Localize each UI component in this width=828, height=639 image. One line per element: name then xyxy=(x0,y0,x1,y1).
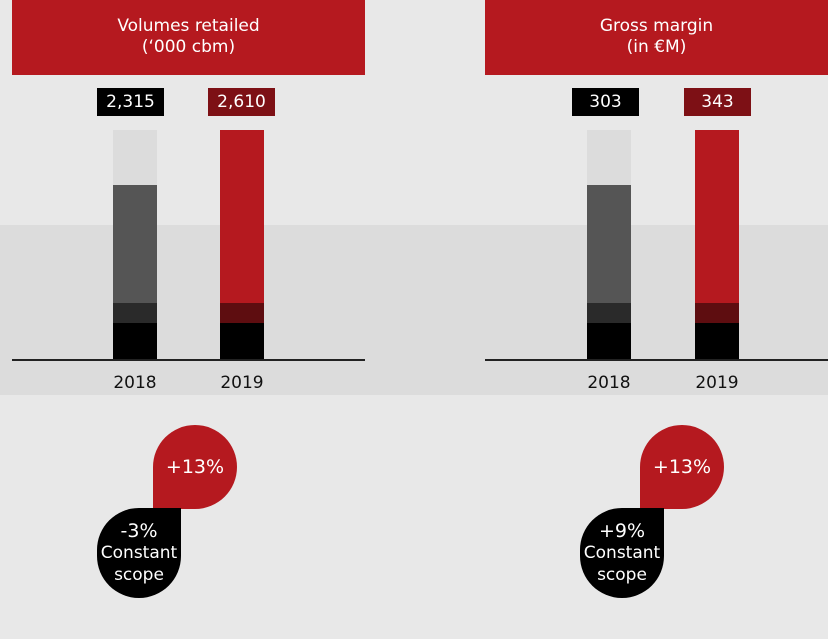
constant-text: scope xyxy=(114,565,164,585)
bar xyxy=(587,130,631,360)
bar-segment xyxy=(695,303,739,323)
year-label: 2018 xyxy=(587,373,631,393)
bar-segment xyxy=(113,303,157,323)
bar-segment xyxy=(220,323,264,360)
bar-segment xyxy=(113,185,157,303)
constant-text: Constant xyxy=(583,543,661,563)
title-line: (‘000 cbm) xyxy=(141,37,236,57)
bar-segment xyxy=(587,303,631,323)
bar-segment xyxy=(220,303,264,323)
bar xyxy=(220,130,264,360)
panel-title: Gross margin (in €M) xyxy=(485,0,828,75)
year-label: 2019 xyxy=(220,373,264,393)
bar-segment xyxy=(113,323,157,360)
value-label: 2,610 xyxy=(208,88,275,116)
constant-text: Constant xyxy=(100,543,178,563)
panel-title: Volumes retailed (‘000 cbm) xyxy=(12,0,365,75)
value-label: 2,315 xyxy=(97,88,164,116)
title-line: (in €M) xyxy=(626,37,687,57)
bar xyxy=(113,130,157,360)
axis-line xyxy=(12,359,365,361)
axis-line xyxy=(485,359,828,361)
constant-text: scope xyxy=(597,565,647,585)
growth-bubble: +13% xyxy=(153,425,237,509)
constant-value: +9% xyxy=(598,520,646,542)
constant-scope-bubble: +9% Constant scope xyxy=(580,508,664,598)
bar-segment xyxy=(587,185,631,303)
bar xyxy=(695,130,739,360)
constant-scope-bubble: -3% Constant scope xyxy=(97,508,181,598)
bar-segment xyxy=(113,130,157,185)
constant-value: -3% xyxy=(120,520,158,542)
bar-segment xyxy=(220,130,264,303)
year-label: 2018 xyxy=(113,373,157,393)
title-line: Volumes retailed xyxy=(117,16,260,36)
value-label: 303 xyxy=(572,88,639,116)
bar-segment xyxy=(587,323,631,360)
growth-bubble: +13% xyxy=(640,425,724,509)
title-line: Gross margin xyxy=(599,16,714,36)
value-label: 343 xyxy=(684,88,751,116)
bar-segment xyxy=(587,130,631,185)
bar-segment xyxy=(695,130,739,303)
year-label: 2019 xyxy=(695,373,739,393)
bar-segment xyxy=(695,323,739,360)
